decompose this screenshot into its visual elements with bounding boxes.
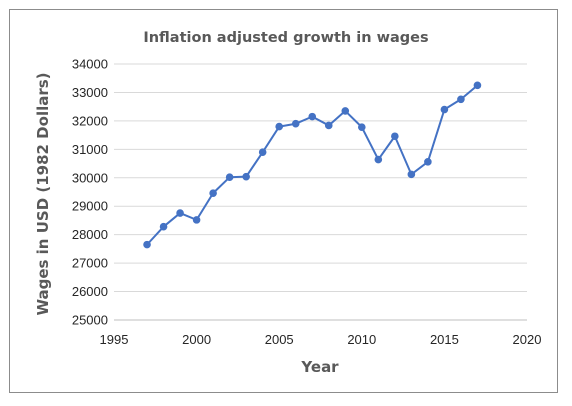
y-axis-title: Wages in USD (1982 Dollars): [34, 72, 52, 315]
data-point: [192, 216, 201, 224]
data-point: [143, 240, 151, 249]
data-point: [424, 158, 432, 166]
data-point: [225, 173, 234, 182]
y-tick-label: 27000: [72, 256, 108, 271]
data-point: [374, 155, 383, 164]
y-tick-label: 32000: [72, 113, 108, 128]
y-tick-label: 26000: [72, 284, 108, 299]
gridlines: [114, 63, 527, 321]
data-point: [258, 148, 267, 156]
x-axis-title: Year: [300, 358, 339, 376]
data-point: [291, 119, 300, 128]
data-point: [457, 95, 465, 104]
data-point: [357, 123, 366, 131]
y-tick-label: 33000: [72, 85, 108, 100]
x-tick-label: 2005: [265, 332, 294, 347]
data-point: [176, 209, 184, 217]
y-tick-labels: 25000 26000 27000 28000 29000 30000 31000 32000…: [72, 57, 108, 328]
x-tick-label: 2015: [430, 332, 459, 347]
x-tick-label: 1995: [100, 332, 129, 347]
y-tick-label: 29000: [72, 199, 108, 214]
chart-title: Inflation adjusted growth in wages: [143, 30, 428, 46]
y-tick-label: 34000: [72, 57, 108, 72]
data-point: [209, 189, 217, 197]
chart-frame: [9, 9, 558, 393]
data-point: [391, 132, 399, 141]
data-point: [159, 222, 168, 231]
y-tick-label: 28000: [72, 227, 108, 242]
data-point: [341, 107, 350, 115]
data-point: [275, 122, 284, 131]
data-point: [440, 105, 449, 114]
y-tick-label: 31000: [72, 142, 108, 157]
x-tick-label: 2000: [182, 332, 211, 347]
y-tick-label: 30000: [72, 170, 108, 185]
data-point: [324, 121, 333, 130]
x-tick-label: 2010: [347, 332, 376, 347]
x-tick-label: 2020: [513, 332, 542, 347]
x-tick-labels: 1995 2000 2005 2010 2015 2020: [100, 332, 542, 347]
y-tick-label: 25000: [72, 313, 108, 328]
data-point: [407, 170, 416, 179]
series-1: [143, 81, 482, 249]
data-point: [308, 112, 317, 121]
data-point: [473, 81, 482, 90]
data-point: [242, 172, 250, 181]
